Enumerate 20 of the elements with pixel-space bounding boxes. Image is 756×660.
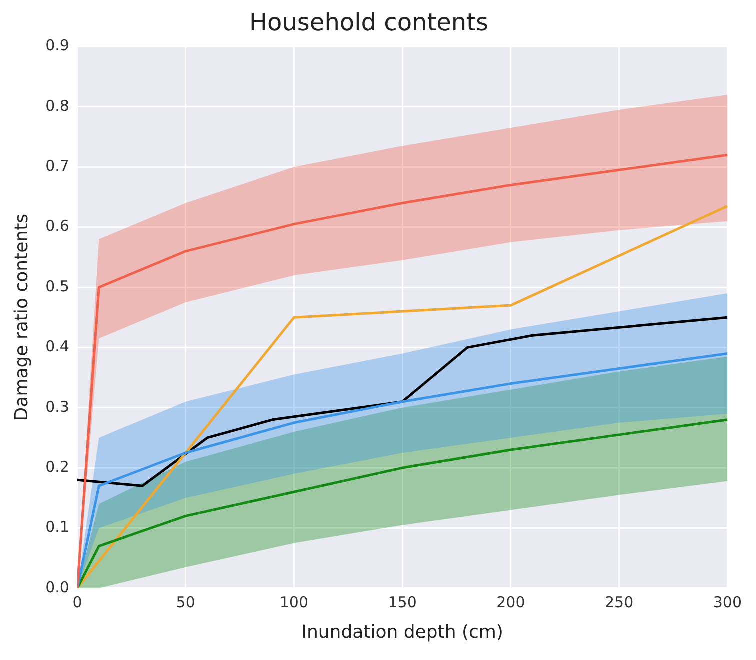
x-tick-label: 150	[388, 593, 417, 612]
x-tick-label: 250	[604, 593, 634, 612]
x-axis-title: Inundation depth (cm)	[302, 622, 504, 643]
y-tick-label: 0.0	[46, 578, 70, 596]
y-tick-label: 0.9	[46, 36, 70, 55]
x-tick-label: 300	[713, 593, 742, 612]
y-tick-label: 0.5	[46, 277, 70, 296]
y-axis-title: Damage ratio contents	[11, 214, 32, 422]
y-tick-label: 0.7	[46, 157, 70, 176]
chart-title: Household contents	[249, 8, 489, 37]
x-tick-label: 0	[72, 593, 82, 612]
y-tick-label: 0.3	[46, 398, 70, 416]
y-tick-label: 0.6	[46, 217, 70, 236]
x-tick-label: 200	[496, 593, 526, 612]
x-tick-label: 50	[176, 593, 196, 612]
y-tick-label: 0.2	[46, 458, 70, 476]
y-tick-label: 0.4	[46, 338, 70, 356]
x-tick-label: 100	[280, 593, 309, 612]
y-tick-label: 0.8	[46, 96, 70, 115]
y-tick-label: 0.1	[46, 518, 70, 536]
